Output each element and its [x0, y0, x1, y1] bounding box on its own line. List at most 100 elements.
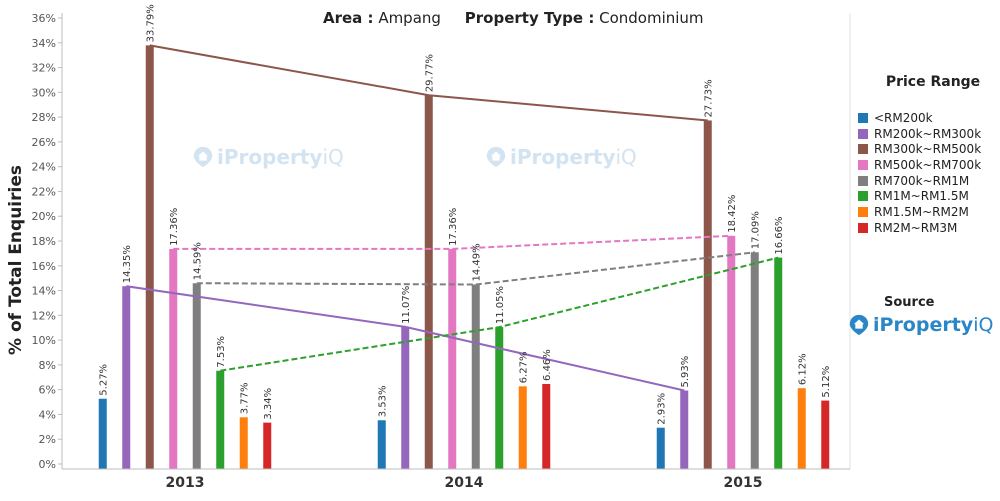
data-label: 29.77%	[425, 54, 436, 92]
legend-item: RM200k~RM300k	[858, 126, 998, 142]
y-tick-label: 8%	[39, 359, 56, 372]
home-pin-icon	[486, 146, 506, 168]
legend-label: RM300k~RM500k	[874, 142, 982, 157]
legend-swatch	[858, 159, 868, 170]
property-type-label: Property Type :	[464, 9, 595, 27]
bar	[401, 326, 410, 469]
data-label: 5.12%	[821, 366, 832, 398]
y-axis-label: % of Total Enquiries	[6, 165, 26, 355]
bar	[263, 422, 272, 469]
y-tick-label: 10%	[32, 334, 56, 347]
bar	[750, 252, 759, 469]
y-tick-label: 2%	[39, 433, 56, 446]
legend-items: <RM200k RM200k~RM300k RM300k~RM500k RM500k~…	[858, 110, 998, 236]
data-label: 6.46%	[542, 349, 553, 381]
data-label: 17.36%	[448, 208, 459, 246]
bar	[192, 283, 201, 469]
legend-label: RM200k~RM300k	[874, 126, 982, 141]
data-label: 7.53%	[216, 336, 227, 368]
bar	[774, 257, 783, 469]
legend-item: <RM200k	[858, 110, 998, 126]
bar	[797, 388, 806, 469]
data-label: 14.49%	[472, 243, 483, 281]
y-tick-label: 16%	[32, 260, 56, 273]
bar	[680, 390, 689, 469]
trend-line	[126, 285, 685, 392]
watermark-brand-b: iQ	[322, 145, 344, 169]
area-value: Ampang	[378, 9, 441, 27]
legend-label: RM1M~RM1.5M	[874, 189, 969, 204]
trend-line	[196, 251, 755, 286]
watermark-brand-b: iQ	[615, 145, 637, 169]
bar	[495, 327, 504, 469]
logo-brand-a: iProperty	[873, 314, 974, 336]
bar	[448, 248, 457, 469]
x-tick-label: 2013	[166, 475, 205, 491]
legend-item: RM1.5M~RM2M	[858, 204, 998, 220]
legend-label: RM1.5M~RM2M	[874, 204, 969, 219]
trend-line	[220, 256, 779, 372]
bars	[98, 45, 830, 470]
trend-line	[149, 44, 708, 122]
y-tick-label: 34%	[32, 37, 56, 50]
y-tick-label: 12%	[32, 309, 56, 322]
bar	[169, 248, 178, 469]
legend-label: RM500k~RM700k	[874, 157, 982, 172]
data-label: 3.34%	[263, 388, 274, 420]
data-label: 17.36%	[169, 208, 180, 246]
watermark-brand-a: iProperty	[510, 145, 616, 169]
data-labels: 5.27% 3.53% 2.93% 14.35% 11.07% 5.93% 33.79% 29…	[99, 4, 833, 424]
watermark-brand-a: iProperty	[217, 145, 323, 169]
legend-label: RM2M~RM3M	[874, 220, 958, 235]
bar	[656, 427, 665, 469]
legend-item: RM300k~RM500k	[858, 141, 998, 157]
data-label: 3.77%	[240, 383, 251, 415]
y-tick-label: 30%	[32, 86, 56, 99]
data-label: 16.66%	[774, 216, 785, 254]
data-label: 6.12%	[798, 353, 809, 385]
y-tick-label: 6%	[39, 384, 56, 397]
y-tick-label: 4%	[39, 408, 56, 421]
legend: Price Range <RM200k RM200k~RM300k RM300k~R…	[858, 74, 998, 236]
chart-title: Area : Ampang Property Type : Condominiu…	[323, 9, 704, 27]
legend-swatch	[858, 112, 868, 123]
y-axis: 0% 2% 4% 6% 8% 10% 12% 14% 16% 18% 20% 22% 24% 26% 28%…	[32, 12, 851, 471]
home-pin-icon	[193, 146, 213, 168]
data-label: 5.27%	[99, 364, 110, 396]
x-tick-label: 2015	[724, 475, 763, 491]
watermark-logo: iPropertyiQ	[192, 145, 344, 169]
legend-swatch	[858, 144, 868, 155]
legend-label: RM700k~RM1M	[874, 173, 970, 188]
bar	[821, 400, 830, 469]
data-label: 18.42%	[727, 195, 738, 233]
area-label: Area :	[323, 9, 374, 27]
legend-swatch	[858, 206, 868, 217]
y-tick-label: 36%	[32, 12, 56, 25]
y-tick-label: 26%	[32, 136, 56, 149]
y-tick-label: 22%	[32, 185, 56, 198]
trend-line	[173, 234, 732, 250]
bar	[239, 417, 248, 469]
bar	[471, 284, 480, 469]
property-type-value: Condominium	[599, 9, 704, 27]
source-label: Source	[884, 295, 935, 310]
x-axis: 2013 2014 2015	[62, 468, 850, 491]
y-tick-label: 14%	[32, 285, 56, 298]
legend-item: RM700k~RM1M	[858, 173, 998, 189]
data-label: 14.59%	[193, 242, 204, 280]
bar	[145, 45, 154, 469]
iproperty-logo: iPropertyiQ	[848, 314, 993, 336]
data-label: 17.09%	[751, 211, 762, 249]
bar	[542, 383, 551, 469]
data-label: 6.27%	[519, 352, 530, 384]
data-label: 27.73%	[704, 79, 715, 117]
bar	[518, 386, 527, 469]
data-label: 3.53%	[378, 385, 389, 417]
data-label: 11.05%	[495, 286, 506, 324]
bar	[377, 420, 386, 469]
logo-brand-b: iQ	[973, 314, 994, 336]
trend-lines	[126, 44, 779, 392]
y-tick-label: 24%	[32, 161, 56, 174]
bar	[727, 235, 736, 469]
